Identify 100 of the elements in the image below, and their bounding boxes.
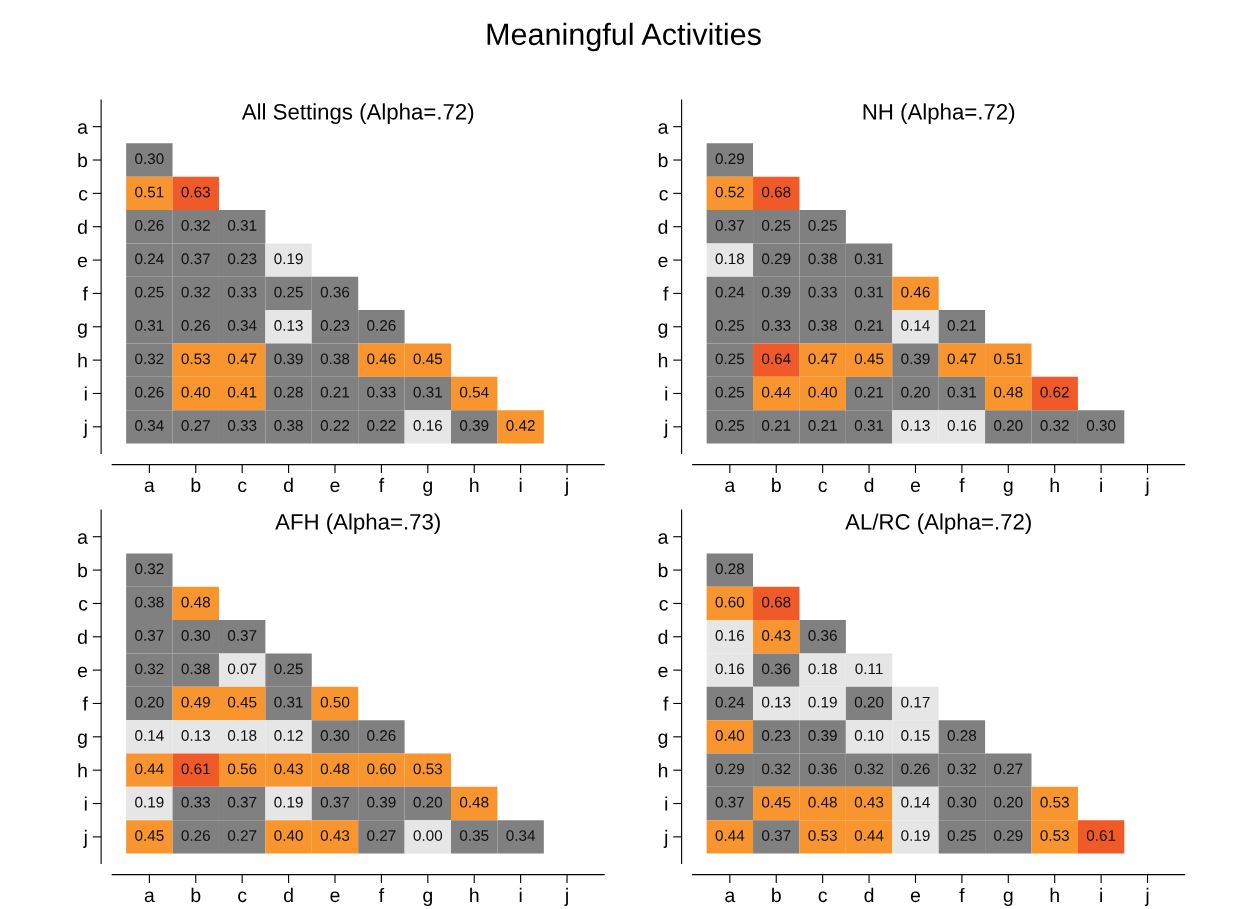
data-label: 0.07 bbox=[227, 663, 257, 675]
data-label: 0.14 bbox=[901, 320, 930, 331]
data-label: 0.38 bbox=[135, 596, 164, 608]
data-label: 0.19 bbox=[274, 253, 303, 265]
data-label: 0.17 bbox=[901, 696, 930, 708]
x-tick-label: g bbox=[1003, 481, 1013, 496]
x-tick-label: a bbox=[144, 481, 155, 493]
y-tick-label: c bbox=[79, 189, 88, 201]
data-label: 0.43 bbox=[274, 763, 303, 775]
data-label: 0.21 bbox=[761, 420, 791, 431]
data-label: 0.16 bbox=[413, 420, 443, 431]
data-label: 0.20 bbox=[135, 696, 164, 708]
data-label: 0.42 bbox=[506, 420, 535, 431]
x-tick-label: f bbox=[959, 887, 965, 902]
data-label: 0.23 bbox=[227, 253, 257, 265]
data-label: 0.39 bbox=[367, 796, 396, 808]
data-label: 0.16 bbox=[947, 420, 977, 431]
data-label: 0.51 bbox=[994, 353, 1023, 365]
data-label: 0.30 bbox=[135, 153, 164, 165]
x-tick-label: j bbox=[1144, 887, 1149, 906]
data-label: 0.44 bbox=[135, 763, 164, 775]
x-tick-label: c bbox=[818, 891, 828, 903]
data-label: 0.33 bbox=[761, 320, 791, 331]
data-label: 0.50 bbox=[320, 696, 350, 708]
data-label: 0.40 bbox=[181, 386, 211, 398]
x-tick-label: h bbox=[470, 477, 479, 492]
data-label: 0.19 bbox=[901, 830, 930, 841]
data-label: 0.39 bbox=[459, 420, 489, 431]
data-label: 0.38 bbox=[808, 253, 837, 265]
data-label: 0.54 bbox=[459, 386, 489, 398]
data-label: 0.60 bbox=[715, 596, 745, 608]
data-label: 0.68 bbox=[761, 596, 791, 608]
x-tick-label: b bbox=[191, 887, 201, 903]
y-tick-label: e bbox=[658, 256, 668, 268]
data-label: 0.27 bbox=[181, 420, 210, 431]
data-label: 0.19 bbox=[808, 696, 837, 708]
x-tick-label: h bbox=[1050, 477, 1059, 492]
data-label: 0.31 bbox=[413, 386, 442, 398]
data-label: 0.45 bbox=[135, 830, 164, 841]
data-label: 0.32 bbox=[854, 763, 884, 775]
data-label: 0.11 bbox=[855, 663, 883, 675]
y-tick-label: f bbox=[663, 696, 669, 711]
x-tick-label: f bbox=[378, 477, 385, 492]
x-tick-label: i bbox=[519, 477, 522, 492]
data-label: 0.46 bbox=[367, 353, 396, 365]
data-label: 0.14 bbox=[135, 730, 164, 741]
data-label: 0.32 bbox=[181, 286, 210, 298]
y-tick-label: h bbox=[658, 763, 668, 778]
data-label: 0.37 bbox=[227, 630, 257, 641]
y-tick-label: h bbox=[658, 353, 668, 368]
data-label: 0.31 bbox=[135, 320, 164, 331]
data-label: 0.26 bbox=[135, 220, 164, 231]
y-tick-label: i bbox=[665, 386, 668, 401]
data-label: 0.25 bbox=[274, 286, 303, 298]
x-tick-label: a bbox=[144, 891, 155, 903]
data-label: 0.20 bbox=[901, 386, 930, 398]
data-label: 0.64 bbox=[761, 353, 791, 365]
data-label: 0.44 bbox=[854, 830, 884, 841]
y-tick-label: j bbox=[83, 829, 87, 848]
data-label: 0.20 bbox=[994, 420, 1023, 431]
chart-subtitle: AFH (Alpha=.73) bbox=[275, 513, 440, 535]
data-label: 0.52 bbox=[715, 186, 744, 198]
data-label: 0.18 bbox=[715, 253, 745, 265]
data-label: 0.48 bbox=[459, 796, 489, 808]
data-label: 0.37 bbox=[320, 796, 350, 808]
data-label: 0.30 bbox=[320, 730, 350, 741]
y-tick-label: j bbox=[663, 829, 668, 848]
data-label: 0.21 bbox=[854, 386, 884, 398]
data-label: 0.33 bbox=[227, 420, 257, 431]
y-tick-label: i bbox=[84, 796, 87, 811]
x-tick-label: a bbox=[725, 481, 736, 493]
data-label: 0.46 bbox=[901, 286, 930, 298]
data-label: 0.43 bbox=[320, 830, 350, 841]
data-label: 0.31 bbox=[947, 386, 977, 398]
y-tick-label: a bbox=[658, 123, 669, 134]
data-label: 0.32 bbox=[135, 663, 164, 675]
data-label: 0.44 bbox=[761, 386, 791, 398]
data-label: 0.29 bbox=[761, 253, 791, 265]
data-label: 0.23 bbox=[320, 320, 350, 331]
y-tick-label: h bbox=[78, 763, 87, 778]
data-label: 0.37 bbox=[227, 796, 257, 808]
data-label: 0.18 bbox=[808, 663, 837, 675]
data-label: 0.27 bbox=[994, 763, 1023, 775]
data-label: 0.24 bbox=[715, 696, 745, 708]
data-label: 0.21 bbox=[854, 320, 884, 331]
y-tick-label: f bbox=[663, 286, 669, 301]
data-label: 0.32 bbox=[181, 220, 210, 231]
data-label: 0.38 bbox=[320, 353, 350, 365]
data-label: 0.30 bbox=[181, 630, 211, 641]
data-label: 0.53 bbox=[808, 830, 837, 841]
data-label: 0.24 bbox=[715, 286, 745, 298]
chart-subtitle: AL/RC (Alpha=.72) bbox=[845, 513, 1031, 535]
data-label: 0.27 bbox=[367, 830, 396, 841]
x-tick-label: j bbox=[564, 477, 568, 496]
x-tick-label: c bbox=[818, 481, 828, 493]
data-label: 0.37 bbox=[135, 630, 164, 641]
data-label: 0.48 bbox=[808, 796, 837, 808]
y-tick-label: j bbox=[663, 419, 668, 438]
data-label: 0.37 bbox=[761, 830, 791, 841]
data-label: 0.47 bbox=[808, 353, 837, 365]
